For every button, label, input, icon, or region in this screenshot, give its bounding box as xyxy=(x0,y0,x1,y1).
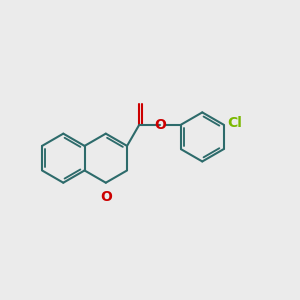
Text: O: O xyxy=(100,190,112,204)
Text: O: O xyxy=(154,118,166,132)
Text: Cl: Cl xyxy=(227,116,242,130)
